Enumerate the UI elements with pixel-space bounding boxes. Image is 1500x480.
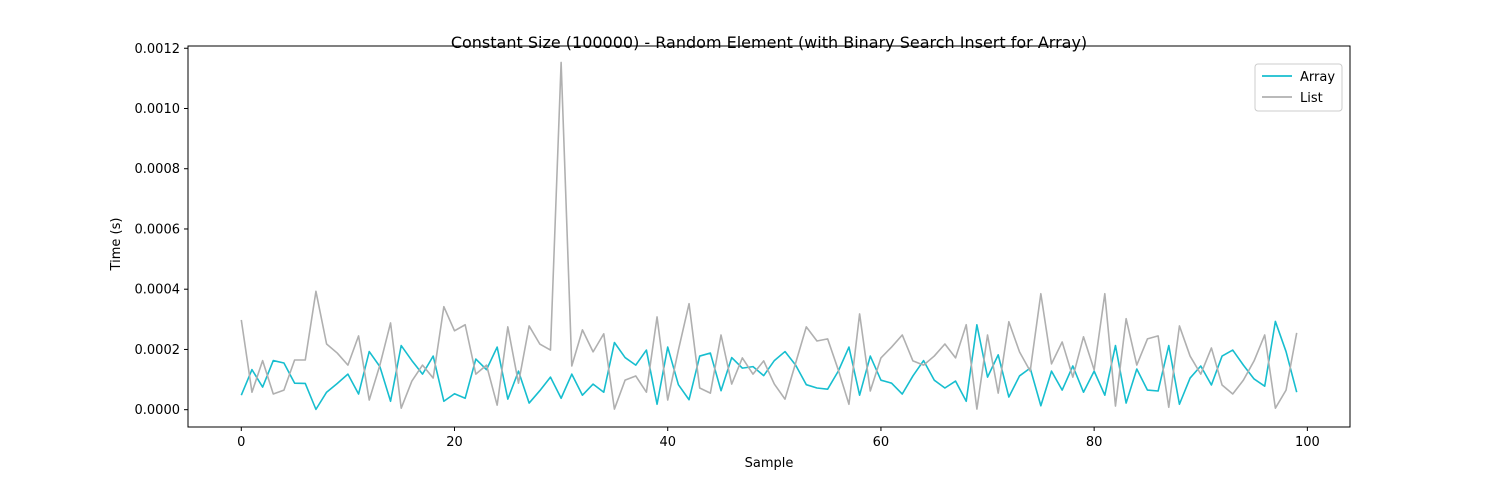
x-axis-label: Sample: [745, 456, 794, 471]
x-tick-label: 100: [1295, 435, 1320, 450]
legend-label-array: Array: [1300, 70, 1335, 85]
chart-title: Constant Size (100000) - Random Element …: [451, 33, 1087, 52]
x-axis-ticks: 0 20 40 60 80 100: [237, 427, 1320, 450]
y-tick-label: 0.0004: [135, 283, 181, 298]
y-tick-label: 0.0002: [135, 343, 181, 358]
y-tick-label: 0.0012: [135, 42, 181, 57]
plot-frame: [187, 45, 1351, 428]
series-lines: [240, 61, 1298, 411]
series-line-list: [240, 61, 1298, 410]
legend-label-list: List: [1300, 91, 1323, 106]
x-tick-label: 60: [873, 435, 890, 450]
x-tick-label: 0: [237, 435, 245, 450]
y-tick-label: 0.0000: [135, 403, 181, 418]
y-axis-ticks: 0.0000 0.0002 0.0004 0.0006 0.0008 0.0010 0.00…: [135, 42, 188, 418]
x-tick-label: 20: [446, 435, 463, 450]
legend: Array List: [1254, 63, 1343, 112]
y-tick-label: 0.0010: [135, 102, 181, 117]
x-tick-label: 40: [659, 435, 676, 450]
y-tick-label: 0.0006: [135, 222, 181, 237]
series-line-array: [240, 320, 1298, 411]
y-axis-label: Time (s): [109, 218, 124, 272]
y-tick-label: 0.0008: [135, 162, 181, 177]
x-tick-label: 80: [1086, 435, 1103, 450]
